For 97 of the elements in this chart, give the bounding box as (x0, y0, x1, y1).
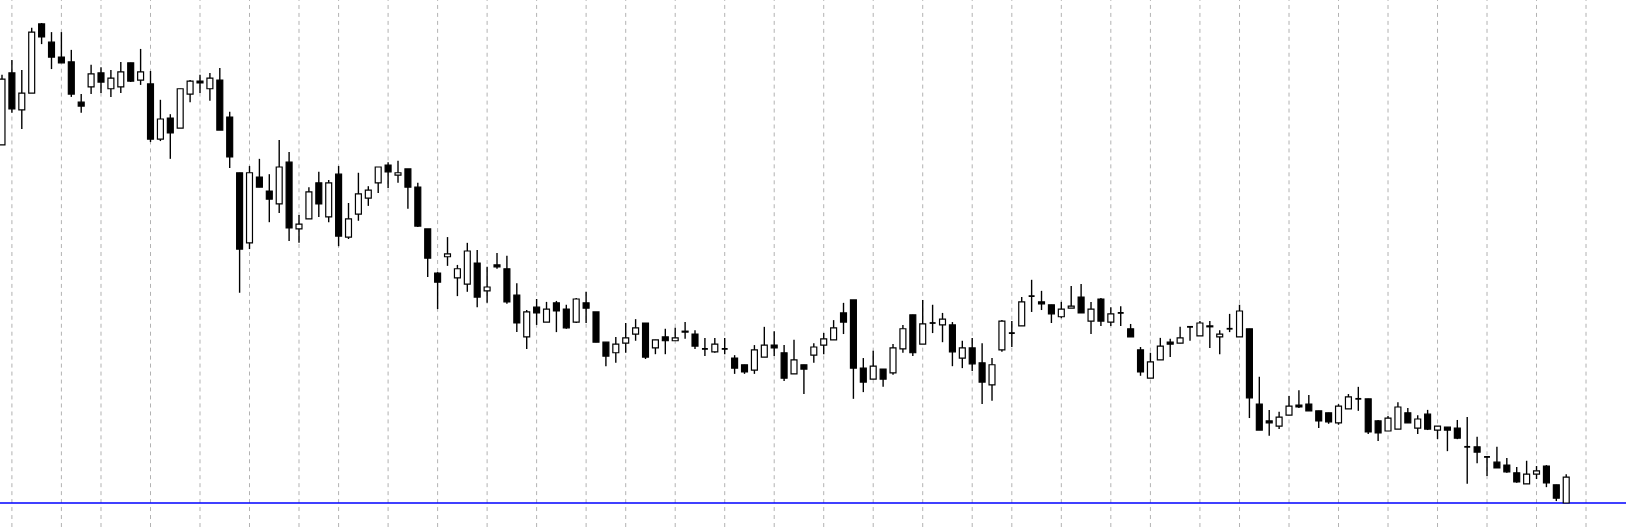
candlestick (691, 329, 699, 350)
candlestick (830, 319, 838, 341)
candlestick (612, 336, 620, 364)
candlestick (1334, 403, 1343, 426)
candlestick (483, 266, 491, 304)
candlestick (87, 64, 95, 95)
candlestick (107, 69, 115, 98)
candlestick (1156, 337, 1164, 361)
candlestick (196, 74, 204, 94)
candlestick (1295, 389, 1303, 409)
candlestick (632, 318, 640, 342)
candlestick (18, 69, 26, 130)
candlestick (919, 299, 927, 345)
candlestick (859, 357, 867, 393)
candlestick (1542, 464, 1550, 488)
candlestick (493, 252, 501, 270)
candlestick (1077, 283, 1085, 314)
candlestick (928, 304, 937, 334)
candlestick (1265, 409, 1273, 437)
candlestick (1047, 304, 1055, 324)
candlestick (562, 304, 570, 330)
candlestick (1225, 313, 1234, 333)
candlestick (1473, 436, 1481, 464)
candlestick (978, 342, 986, 405)
candlestick (839, 302, 848, 335)
candlestick (295, 214, 303, 244)
candlestick (255, 158, 263, 188)
candlestick (731, 354, 739, 375)
candlestick (1414, 414, 1422, 435)
candlestick (1166, 338, 1174, 358)
candlestick (800, 364, 808, 395)
candlestick (206, 72, 214, 102)
candlestick (1087, 301, 1095, 335)
candlestick (681, 321, 689, 340)
candlestick (1027, 279, 1036, 313)
candlestick (750, 344, 758, 375)
candlestick (701, 337, 709, 357)
candlestick (1067, 285, 1075, 309)
candlestick (958, 340, 966, 369)
candlestick (661, 328, 669, 355)
candlestick (354, 172, 362, 222)
candlestick (1463, 416, 1472, 485)
candlestick (988, 357, 996, 402)
candlestick (374, 166, 382, 194)
candlestick (1493, 446, 1501, 469)
candlestick (622, 322, 630, 354)
candlestick (1037, 290, 1046, 311)
candlestick (552, 300, 560, 333)
candlestick (968, 337, 976, 372)
candlestick (47, 31, 56, 70)
candlestick (384, 161, 392, 189)
candlestick (1443, 426, 1451, 452)
candlestick (770, 330, 778, 357)
candlestick (117, 61, 125, 94)
candlestick (582, 291, 590, 324)
candlestick (1523, 460, 1531, 485)
candlestick (434, 271, 442, 310)
candlestick (810, 342, 818, 364)
candlestick (572, 297, 580, 324)
candlestick (760, 326, 768, 358)
candlestick (156, 99, 164, 142)
candlestick (602, 341, 610, 367)
candlestick (1007, 320, 1016, 348)
candlestick (1018, 296, 1026, 327)
candlestick (533, 298, 541, 326)
candlestick (77, 93, 85, 114)
candlestick (453, 264, 461, 297)
candlestick (404, 168, 412, 210)
candlestick (315, 171, 323, 218)
candlestick (790, 339, 798, 375)
candlestick (1216, 329, 1224, 355)
candlestick (186, 79, 194, 103)
candlestick (1354, 386, 1363, 412)
candlestick (1394, 401, 1402, 430)
candlestick (1285, 395, 1293, 416)
candlestick (1483, 456, 1491, 477)
candlestick (1186, 325, 1194, 342)
candlestick (1097, 297, 1105, 327)
candlestick (899, 324, 907, 354)
candlestick (1206, 320, 1214, 349)
candlestick (394, 160, 402, 184)
candlestick (1136, 346, 1145, 377)
candlestick (97, 66, 105, 94)
candlestick (57, 31, 65, 64)
candlestick (265, 173, 273, 223)
candlestick (443, 236, 452, 267)
candlestick (137, 48, 145, 86)
candlestick (1146, 352, 1154, 379)
candlestick (938, 312, 947, 343)
candlestick (1116, 305, 1125, 327)
candlestick (869, 350, 877, 380)
candlestick (344, 202, 353, 240)
candlestick (166, 113, 174, 160)
candlestick (820, 332, 828, 355)
candlestick (364, 185, 372, 207)
candlestick (1107, 306, 1115, 327)
candlestick (542, 301, 551, 323)
